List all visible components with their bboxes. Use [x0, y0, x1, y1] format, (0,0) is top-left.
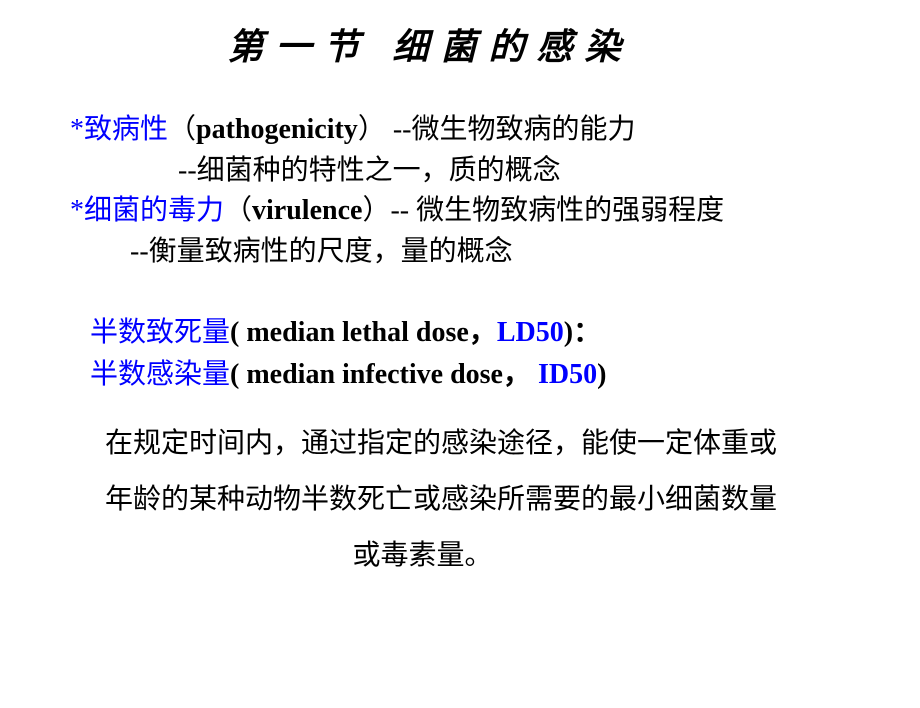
paren-open: （	[168, 114, 196, 145]
ld50-abbrev: LD50	[497, 317, 564, 348]
id50-term-en: median infective dose	[246, 359, 503, 390]
paren-close: ）	[362, 195, 390, 226]
pathogenicity-term-cn: 致病性	[84, 114, 168, 145]
slide-title: 第一节 细菌的感染	[0, 18, 920, 70]
explanation-line2: 年龄的某种动物半数死亡或感染所需要的最小细菌数量	[105, 472, 840, 528]
pathogenicity-line1: *致病性（pathogenicity） --微生物致病的能力	[70, 110, 880, 151]
explanation-line1: 在规定时间内，通过指定的感染途径，能使一定体重或	[105, 416, 840, 472]
id50-line: 半数感染量( median infective dose， ID50)	[90, 354, 880, 396]
ld50-term-cn: 半数致死量	[90, 317, 230, 348]
pathogenicity-line2: --细菌种的特性之一，质的概念	[70, 151, 880, 192]
virulence-desc2: 衡量致病性的尺度，量的概念	[149, 236, 513, 267]
paren-open: (	[230, 359, 246, 390]
content-area: *致病性（pathogenicity） --微生物致病的能力 --细菌种的特性之…	[0, 110, 920, 584]
dash: --	[390, 195, 416, 226]
paren-open: (	[230, 317, 246, 348]
pathogenicity-desc2: 细菌种的特性之一，质的概念	[197, 155, 561, 186]
ld50-term-en: median lethal dose	[246, 317, 468, 348]
virulence-term-cn: 细菌的毒力	[84, 195, 224, 226]
colon: ：	[573, 317, 601, 348]
paren-close: )	[597, 359, 606, 390]
virulence-line2: --衡量致病性的尺度，量的概念	[70, 232, 880, 273]
id50-abbrev: ID50	[531, 359, 597, 390]
comma: ，	[503, 359, 531, 390]
paren-close: ）	[358, 114, 386, 145]
paren-open: （	[224, 195, 252, 226]
pathogenicity-term-en: pathogenicity	[196, 114, 358, 145]
virulence-term-en: virulence	[252, 195, 362, 226]
virulence-desc1: 微生物致病性的强弱程度	[416, 195, 724, 226]
asterisk: *	[70, 195, 84, 226]
explanation-block: 在规定时间内，通过指定的感染途径，能使一定体重或 年龄的某种动物半数死亡或感染所…	[90, 416, 880, 584]
dash: --	[386, 114, 412, 145]
virulence-line1: *细菌的毒力（virulence）-- 微生物致病性的强弱程度	[70, 191, 880, 232]
comma: ，	[469, 317, 497, 348]
asterisk: *	[70, 114, 84, 145]
pathogenicity-desc1: 微生物致病的能力	[411, 114, 635, 145]
dash-prefix: --	[130, 236, 149, 267]
ld50-line: 半数致死量( median lethal dose，LD50)：	[90, 312, 880, 354]
paren-close: )	[564, 317, 573, 348]
explanation-line3: 或毒素量。	[5, 528, 840, 584]
definitions-block: 半数致死量( median lethal dose，LD50)： 半数感染量( …	[70, 312, 880, 584]
dash-prefix: --	[178, 155, 197, 186]
id50-term-cn: 半数感染量	[90, 359, 230, 390]
